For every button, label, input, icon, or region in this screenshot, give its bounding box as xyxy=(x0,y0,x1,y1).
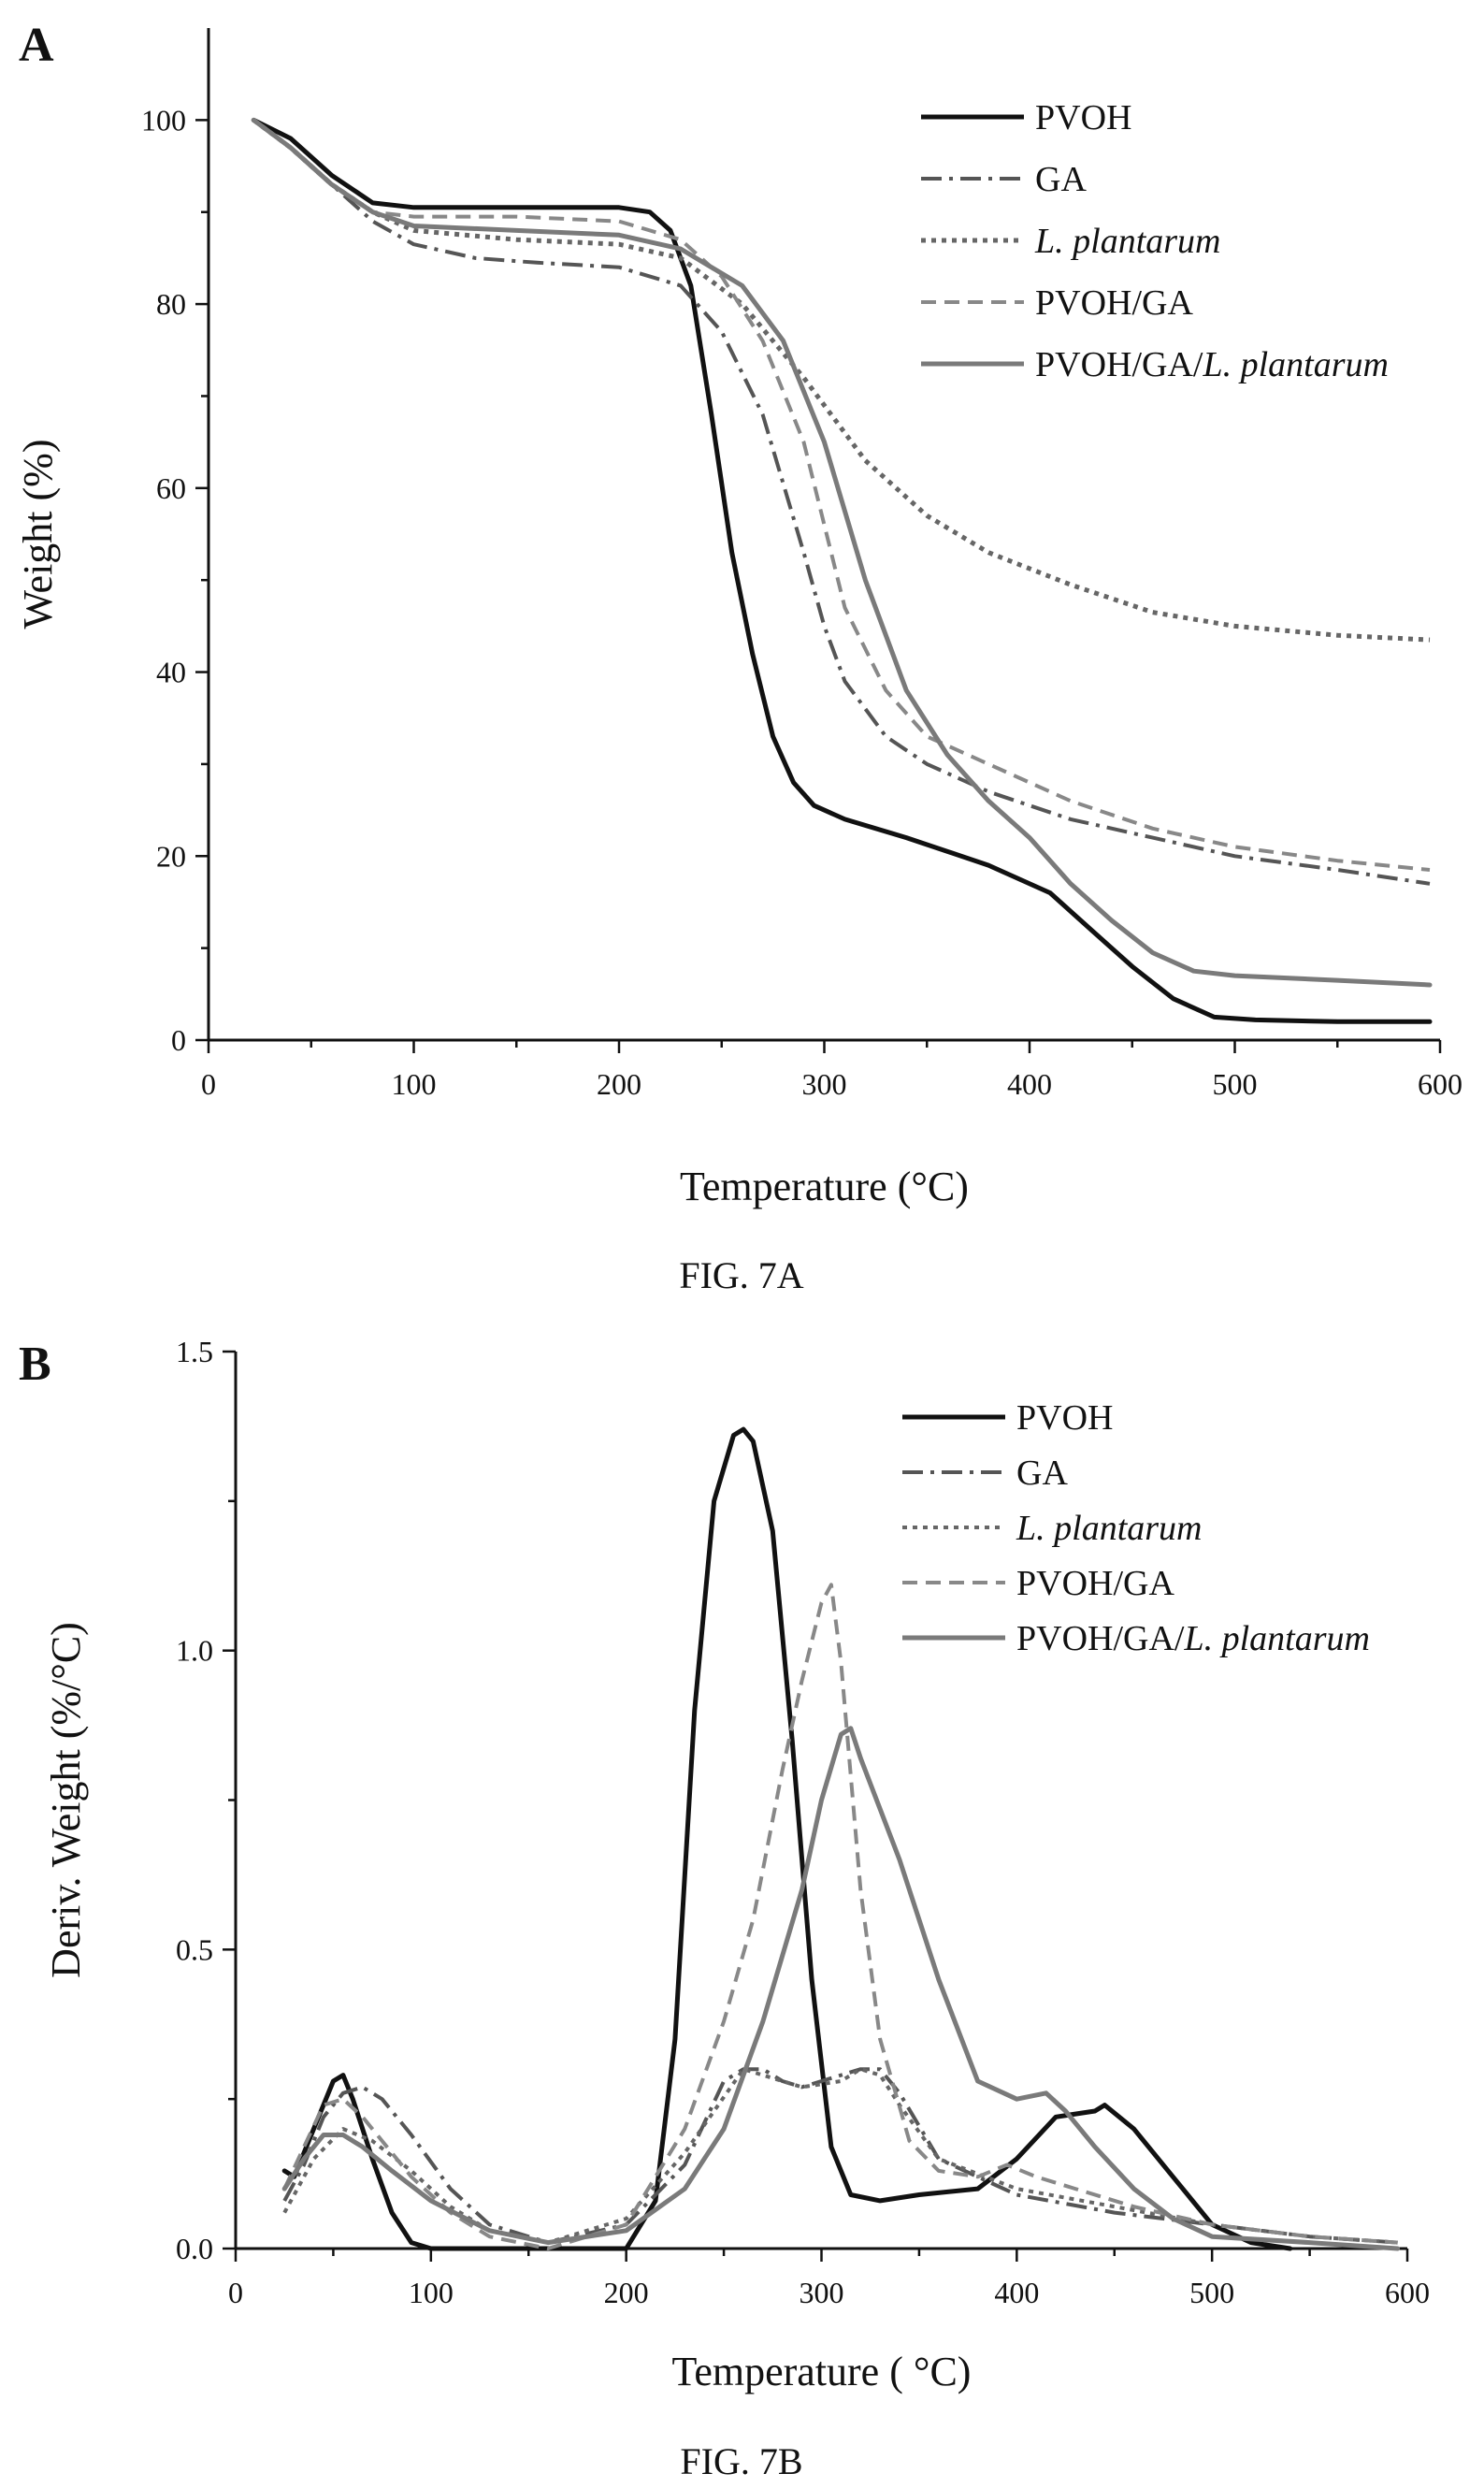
legend-label-2: L. plantarum xyxy=(1034,222,1220,261)
legend-label-2: L. plantarum xyxy=(1016,1509,1202,1548)
legend-label-1: GA xyxy=(1035,160,1087,199)
x-tick-label: 200 xyxy=(597,1067,641,1101)
series-line-1 xyxy=(282,2067,1398,2245)
series-line-3 xyxy=(282,1583,1398,2250)
legend-label-4: PVOH/GA/L. plantarum xyxy=(1035,345,1389,384)
series-line-0 xyxy=(281,1426,1293,2251)
legend-label-0: PVOH xyxy=(1035,98,1131,137)
x-tick-label: 500 xyxy=(1213,1067,1258,1101)
x-tick-label: 600 xyxy=(1385,2276,1430,2309)
y-tick-label: 0.5 xyxy=(176,1932,213,1966)
panel-label: A xyxy=(19,19,54,72)
y-tick-label: 60 xyxy=(156,471,186,505)
x-tick-label: 300 xyxy=(802,1067,847,1101)
x-tick-label: 100 xyxy=(409,2276,454,2309)
x-tick-label: 500 xyxy=(1189,2276,1234,2309)
legend-label-0: PVOH xyxy=(1016,1398,1113,1438)
series-line-2 xyxy=(282,2067,1398,2245)
legend-label-1: GA xyxy=(1016,1454,1068,1493)
x-tick-label: 100 xyxy=(392,1067,437,1101)
y-tick-label: 1.0 xyxy=(176,1634,213,1668)
y-tick-label: 0 xyxy=(171,1023,186,1057)
y-tick-label: 20 xyxy=(156,839,186,873)
panel-label: B xyxy=(19,1338,51,1391)
series-line-4 xyxy=(251,117,1433,988)
series-line-2 xyxy=(252,118,1431,643)
chart-panel-a: A 0 100 200 300 400 500 600 0 20 40 60 80 100 Temperat… xyxy=(15,19,1462,1296)
figure-caption: FIG. 7B xyxy=(680,2440,802,2482)
chart-panel-b: B 0 100 200 300 400 500 600 0.0 0.5 1.0 1.5 Temperat… xyxy=(19,1335,1430,2482)
legend-label-4: PVOH/GA/L. plantarum xyxy=(1016,1619,1370,1658)
legend-label-3: PVOH/GA xyxy=(1016,1564,1174,1603)
legend-label-3: PVOH/GA xyxy=(1035,283,1193,323)
y-tick-label: 0.0 xyxy=(176,2232,213,2265)
series-line-1 xyxy=(252,118,1431,886)
figure-caption: FIG. 7A xyxy=(679,1254,803,1296)
y-tick-label: 80 xyxy=(156,287,186,321)
x-axis-title: Temperature (°C) xyxy=(680,1164,969,1209)
x-tick-label: 0 xyxy=(228,2276,243,2309)
y-axis-title: Weight (%) xyxy=(15,440,61,629)
series-line-4 xyxy=(281,1726,1401,2251)
x-tick-label: 600 xyxy=(1418,1067,1462,1101)
y-tick-label: 40 xyxy=(156,656,186,689)
x-tick-label: 400 xyxy=(1007,1067,1052,1101)
series-line-3 xyxy=(252,118,1431,872)
y-axis-title: Deriv. Weight (%/°C) xyxy=(43,1622,89,1978)
x-axis-title: Temperature ( °C) xyxy=(672,2349,972,2394)
x-tick-label: 0 xyxy=(201,1067,216,1101)
y-tick-label: 100 xyxy=(141,103,186,137)
series-line-0 xyxy=(251,117,1433,1024)
y-tick-label: 1.5 xyxy=(176,1335,213,1368)
x-tick-label: 300 xyxy=(800,2276,844,2309)
x-tick-label: 400 xyxy=(994,2276,1039,2309)
x-tick-label: 200 xyxy=(604,2276,649,2309)
